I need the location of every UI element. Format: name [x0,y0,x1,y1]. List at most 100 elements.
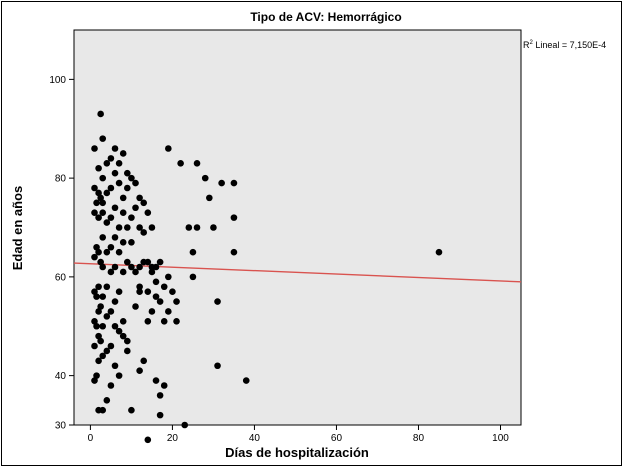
data-point [119,332,127,340]
data-point [152,278,160,286]
data-point [189,273,197,281]
data-point [119,268,127,276]
data-point [95,283,102,291]
data-point [111,169,119,177]
fit-legend-rest: Lineal = 7,150E-4 [533,40,606,50]
data-point [107,382,115,389]
plot-area [73,29,522,426]
data-point [115,224,123,231]
x-tick-label: 80 [413,433,425,444]
data-point [91,209,98,216]
data-point [93,199,100,207]
fit-line-legend: R2 Lineal = 7,150E-4 [523,40,606,50]
data-point [128,239,135,246]
data-point [119,239,127,246]
data-point [99,209,107,216]
data-point [103,189,111,197]
data-point [99,174,107,182]
data-point [144,318,152,325]
data-point [97,303,104,310]
data-point [111,234,119,241]
data-point [148,263,156,271]
data-point [144,288,152,295]
data-point [214,298,221,305]
data-point [103,248,111,256]
data-point [107,243,115,251]
data-point [95,164,102,172]
data-point [177,160,184,167]
data-point [165,273,172,281]
data-point [107,342,115,350]
data-point [124,258,131,266]
data-point [119,150,127,157]
data-point [173,298,180,305]
data-point [165,145,172,152]
data-point [107,184,115,192]
data-point [95,248,102,256]
data-point [99,199,107,207]
x-axis-label: Días de hospitalización [225,445,369,460]
data-point [218,179,225,187]
data-point [160,318,168,325]
data-point [119,209,127,216]
data-point [148,308,156,315]
data-point [132,303,139,310]
data-point [193,160,201,167]
data-point [103,313,111,320]
data-point [144,209,152,216]
data-point [173,318,180,325]
y-tick-label: 80 [55,174,67,185]
data-point [115,160,123,167]
data-point [99,234,107,241]
data-point [124,337,131,345]
data-point [148,224,156,231]
data-point [156,411,164,419]
data-point [91,184,98,192]
data-point [111,362,119,370]
data-point [91,318,98,325]
data-point [107,268,115,276]
data-point [128,263,135,271]
data-point [136,263,143,271]
data-point [156,298,164,305]
data-point [230,179,238,187]
x-tick-label: 40 [249,433,261,444]
data-point [136,367,143,374]
data-point [119,194,127,202]
data-point [435,248,443,256]
data-point [97,258,104,266]
x-tick-label: 20 [167,433,179,444]
data-point [148,268,156,276]
data-point [93,372,100,379]
data-point [91,288,98,295]
data-point [91,253,98,261]
data-point [115,288,123,295]
data-point [140,229,148,236]
y-tick-label: 100 [49,75,66,86]
data-point [95,189,102,197]
data-point [181,421,189,429]
data-point [124,224,131,231]
x-tick-label: 60 [331,433,343,444]
data-point [119,318,127,325]
data-point [93,322,100,330]
data-point [93,293,100,300]
data-point [128,406,135,414]
data-point [111,204,119,212]
data-point [115,372,123,379]
data-point [201,174,209,182]
data-point [128,214,135,221]
data-point [160,283,168,291]
data-point [185,224,193,231]
data-point [99,352,107,360]
data-point [115,327,123,335]
chart-title: Tipo de ACV: Hemorrágico [250,10,401,24]
fit-legend-sup: 2 [530,40,534,46]
data-point [156,392,164,399]
data-point [132,268,139,276]
data-point [128,174,135,182]
y-tick-label: 60 [55,272,67,283]
data-point [206,194,213,202]
fit-line [73,262,522,283]
